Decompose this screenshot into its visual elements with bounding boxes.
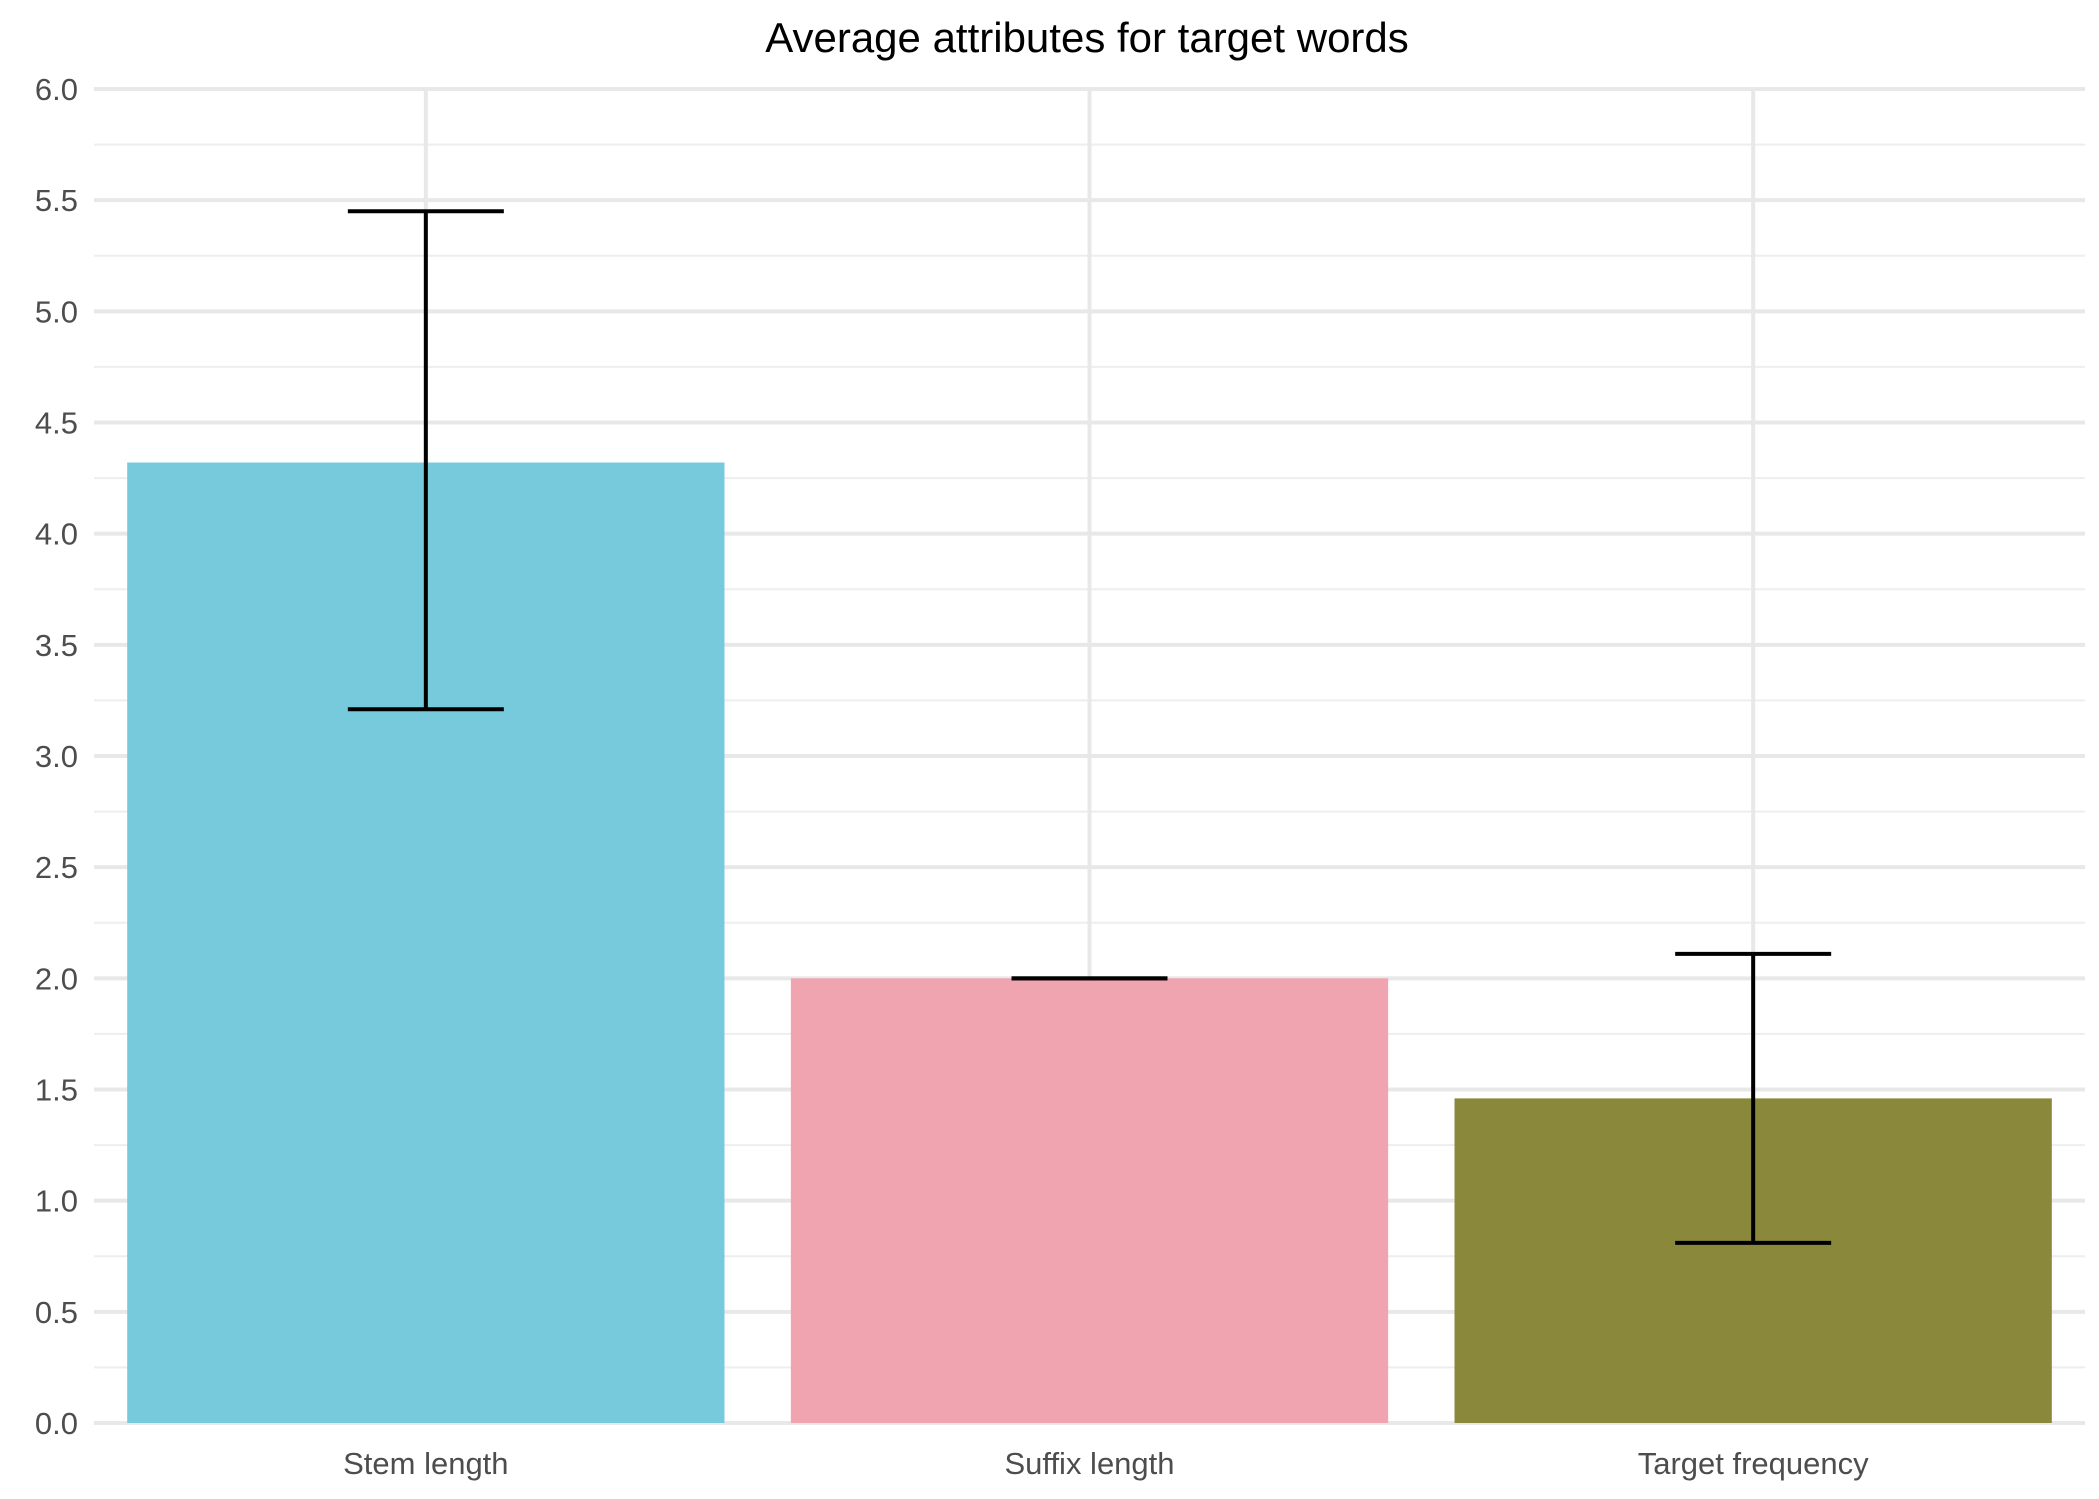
y-tick-label: 2.0 [35, 961, 78, 996]
y-axis: 0.0 0.5 1.0 1.5 2.0 2.5 3.0 3.5 4.0 4.5 5.0 5.5 6.0 [35, 72, 78, 1441]
y-tick-label: 5.5 [35, 183, 78, 218]
chart-title: Average attributes for target words [765, 14, 1409, 61]
y-tick-label: 3.5 [35, 628, 78, 663]
y-tick-label: 5.0 [35, 294, 78, 329]
y-tick-label: 1.0 [35, 1184, 78, 1219]
y-tick-label: 0.5 [35, 1295, 78, 1330]
error-bar-target-frequency [1675, 951, 1832, 1245]
x-tick-label: Stem length [343, 1446, 508, 1481]
y-tick-label: 4.5 [35, 406, 78, 441]
x-tick-label: Target frequency [1638, 1446, 1869, 1481]
bar-suffix-length [790, 978, 1389, 1423]
y-tick-label: 1.5 [35, 1073, 78, 1108]
y-tick-label: 2.5 [35, 850, 78, 885]
y-tick-label: 6.0 [35, 72, 78, 107]
y-tick-label: 0.0 [35, 1406, 78, 1441]
bars [127, 462, 2052, 1423]
x-tick-label: Suffix length [1004, 1446, 1174, 1481]
y-tick-label: 4.0 [35, 517, 78, 552]
error-bars [347, 209, 1832, 1245]
y-tick-label: 3.0 [35, 739, 78, 774]
x-axis: Stem length Suffix length Target frequency [343, 1446, 1869, 1481]
error-bar-stem-length [347, 209, 504, 712]
